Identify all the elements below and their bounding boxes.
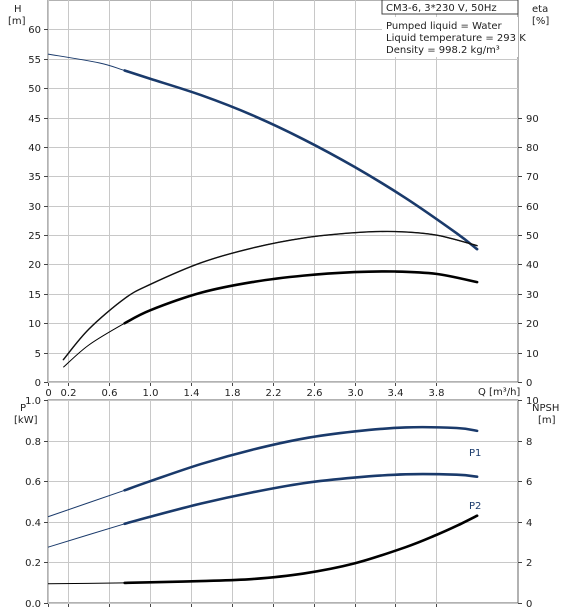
bottom-right-tick-label: 10	[526, 396, 539, 407]
top-left-tick-label: 60	[28, 25, 41, 36]
top-plot-frame	[47, 0, 519, 383]
x-tick-label: 2.6	[307, 388, 323, 399]
top-left-tick-label: 50	[28, 84, 41, 95]
bottom-left-tick-label: 1.0	[25, 396, 41, 407]
top-right-axis-unit: [%]	[532, 16, 549, 27]
bottom-left-tick-label: 0.8	[25, 437, 41, 448]
top-left-tick-label: 35	[28, 172, 41, 183]
header-box	[381, 0, 519, 15]
top-right-tick-label: 90	[526, 114, 539, 125]
top-left-tick-label: 15	[28, 290, 41, 301]
top-chart-grid: 0 0.2 0.6 1.0 1.4 1.8 2.2 2.6 3.0 3.4 3.8 0 5 10 15 20 2…	[28, 0, 539, 399]
x-tick-label: 1.4	[184, 388, 200, 399]
bottom-right-axis-unit: [m]	[538, 415, 556, 426]
top-right-tick-label: 40	[526, 260, 539, 271]
pump-model-header: CM3-6, 3*230 V, 50Hz	[386, 3, 497, 14]
p1-curve-thin	[47, 426, 478, 518]
top-right-axis-symbol: eta	[532, 4, 548, 15]
x-tick-label: 1.0	[143, 388, 159, 399]
top-left-tick-label: 25	[28, 231, 41, 242]
x-tick-label: 3.8	[429, 388, 445, 399]
bottom-plot-frame	[47, 399, 519, 604]
top-left-tick-label: 30	[28, 202, 41, 213]
top-left-tick-label: 40	[28, 143, 41, 154]
top-left-tick-label: 45	[28, 114, 41, 125]
info-line-density: Density = 998.2 kg/m³	[386, 45, 500, 56]
p2-curve	[123, 472, 479, 526]
head-curve	[123, 69, 479, 251]
top-right-tick-label: 20	[526, 319, 539, 330]
p1-curve	[123, 425, 479, 492]
x-tick-label: 3.0	[348, 388, 364, 399]
curve2-curve-thin	[62, 230, 478, 360]
info-line-liquid: Pumped liquid = Water	[386, 21, 503, 32]
top-left-axis-symbol: H	[14, 4, 22, 15]
top-left-tick-label: 55	[28, 55, 41, 66]
top-left-axis-unit: [m]	[8, 16, 26, 27]
x-tick-label: 0.2	[61, 388, 77, 399]
x-tick-label: 0.6	[102, 388, 118, 399]
x-tick-label: 1.8	[225, 388, 241, 399]
curve3-curve	[123, 270, 479, 325]
p2-series-label: P2	[469, 501, 481, 512]
bottom-right-tick-label: 6	[526, 477, 532, 488]
top-left-tick-label: 20	[28, 260, 41, 271]
p1-series-label: P1	[469, 448, 481, 459]
top-right-tick-label: 10	[526, 349, 539, 360]
info-box	[382, 17, 518, 57]
bottom-right-tick-label: 2	[526, 558, 532, 569]
top-right-tick-label: 70	[526, 172, 539, 183]
top-left-tick-label: 0	[35, 378, 41, 389]
x-tick-label: 3.4	[388, 388, 404, 399]
top-right-tick-label: 50	[526, 231, 539, 242]
bottom-right-axis-symbol: NPSH	[532, 403, 559, 414]
curves	[47, 53, 479, 585]
bottom-left-tick-label: 0.2	[25, 558, 41, 569]
p2-curve-thin	[47, 473, 478, 548]
top-right-tick-label: 80	[526, 143, 539, 154]
bottom-chart-grid: 0.0 0.2 0.4 0.6 0.8 1.0 0 2 4 6 8 10	[25, 396, 539, 610]
top-right-tick-label: 0	[526, 378, 532, 389]
npsh-curve	[123, 514, 479, 585]
bottom-left-axis-symbol: P	[20, 403, 26, 414]
top-right-tick-label: 60	[526, 202, 539, 213]
bottom-left-tick-label: 0.4	[25, 518, 41, 529]
bottom-left-axis-unit: [kW]	[14, 415, 38, 426]
top-left-tick-label: 10	[28, 319, 41, 330]
info-line-temperature: Liquid temperature = 293 K	[386, 33, 526, 44]
bottom-left-tick-label: 0.0	[25, 599, 41, 610]
bottom-right-tick-label: 0	[526, 599, 532, 610]
top-left-tick-label: 5	[35, 349, 41, 360]
curve3-curve-thin	[63, 270, 478, 368]
x-tick-label: 2.2	[266, 388, 282, 399]
head-curve-thin	[47, 53, 478, 250]
x-tick-label: 0	[45, 388, 51, 399]
npsh-curve-thin	[47, 515, 478, 585]
bottom-right-tick-label: 4	[526, 518, 532, 529]
top-right-tick-label: 30	[526, 290, 539, 301]
x-axis-label: Q [m³/h]	[478, 387, 520, 398]
bottom-left-tick-label: 0.6	[25, 477, 41, 488]
bottom-right-tick-label: 8	[526, 437, 532, 448]
curve2-curve	[62, 230, 478, 361]
